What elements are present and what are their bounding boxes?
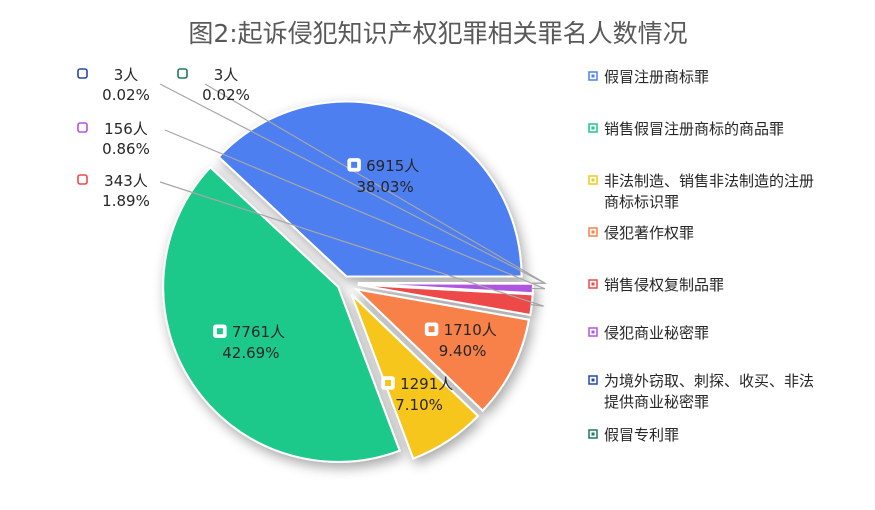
leader-line: [159, 181, 544, 307]
leader-line: [204, 83, 548, 284]
label-marker-core: [216, 328, 223, 335]
leader-line: [164, 129, 546, 290]
legend-label: 侵犯商业秘密罪: [604, 324, 709, 342]
chart-title: 图2:起诉侵犯知识产权犯罪相关罪名人数情况: [188, 19, 687, 48]
slice-percent-label: 1.89%: [102, 192, 150, 210]
label-marker: [177, 68, 188, 79]
label-marker-core: [385, 380, 392, 387]
label-marker: [77, 122, 88, 133]
data-labels: 6915人 38.03% 7761人 42.69% 1291人 7.10% 1710人 9.4…: [77, 66, 497, 414]
slice-count-label: 1291人: [400, 375, 453, 393]
legend-label-line: 提供商业秘密罪: [604, 393, 709, 411]
slice-count-label: 7761人: [232, 323, 285, 341]
slice-percent-label: 0.02%: [102, 86, 150, 104]
pie-slice: [217, 100, 523, 278]
label-marker: [77, 68, 88, 79]
legend-label-line: 为境外窃取、刺探、收买、非法: [604, 372, 814, 390]
slice-percent-label: 0.02%: [202, 86, 250, 104]
legend-label-line: 非法制造、销售非法制造的注册: [604, 172, 814, 190]
legend-label-line: 商标标识罪: [604, 193, 679, 211]
legend-swatch-core: [591, 126, 595, 130]
pie-slices: [162, 100, 535, 463]
slice-percent-label: 38.03%: [357, 178, 414, 196]
label-marker: [77, 174, 88, 185]
legend-label: 假冒注册商标罪: [604, 68, 709, 86]
legend-swatch-core: [591, 178, 595, 182]
slice-count-label: 156人: [104, 120, 148, 138]
slice-percent-label: 7.10%: [395, 396, 443, 414]
pie-slice: [162, 165, 401, 463]
legend: 假冒注册商标罪销售假冒注册商标的商品罪非法制造、销售非法制造的注册商标标识罪侵犯…: [588, 68, 814, 444]
legend-label: 销售假冒注册商标的商品罪: [604, 120, 784, 138]
label-marker-core: [428, 326, 435, 333]
legend-swatch-core: [591, 230, 595, 234]
slice-count-label: 3人: [214, 66, 239, 84]
legend-swatch-core: [591, 74, 595, 78]
pie-slice: [350, 293, 480, 460]
legend-label: 销售侵权复制品罪: [604, 276, 724, 294]
slice-percent-label: 42.69%: [222, 344, 279, 362]
slice-percent-label: 0.86%: [102, 140, 150, 158]
leader-lines: [159, 83, 548, 307]
pie-slice: [353, 287, 530, 413]
slice-count-label: 343人: [104, 172, 148, 190]
legend-label: 侵犯著作权罪: [604, 224, 694, 242]
slice-count-label: 1710人: [444, 321, 497, 339]
slice-count-label: 3人: [114, 66, 139, 84]
slice-percent-label: 9.40%: [439, 342, 487, 360]
slice-count-label: 6915人: [366, 157, 419, 175]
label-marker-core: [351, 161, 358, 168]
legend-swatch-core: [591, 432, 595, 436]
legend-swatch-core: [591, 282, 595, 286]
legend-label: 假冒专利罪: [604, 426, 679, 444]
legend-swatch-core: [591, 378, 595, 382]
legend-swatch-core: [591, 330, 595, 334]
